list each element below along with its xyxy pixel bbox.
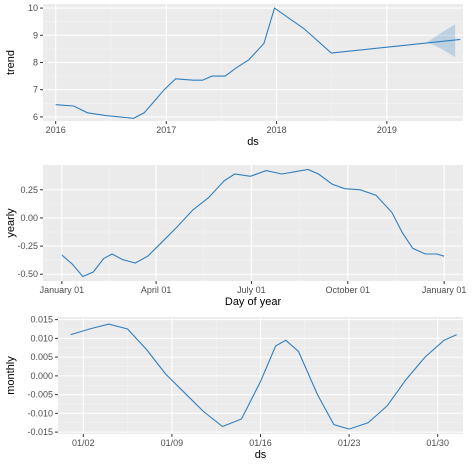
yearly-x-tick-label: July 01	[237, 285, 266, 295]
yearly-panel-background	[43, 165, 463, 281]
trend-y-tick-label: 7	[33, 85, 38, 95]
monthly-y-tick-label: -0.015	[27, 427, 53, 437]
trend-x-tick-label: 2017	[156, 125, 176, 135]
monthly-x-tick-label: 01/23	[338, 438, 361, 448]
yearly-x-tick-label: January 01	[40, 285, 85, 295]
yearly-x-tick-label: October 01	[326, 285, 371, 295]
monthly-series-line	[70, 323, 457, 430]
trend-series-line	[55, 7, 461, 119]
monthly-y-tick-label: 0.000	[30, 371, 53, 381]
yearly-y-tick-label: 0.25	[20, 185, 38, 195]
monthly-y-tick-label: 0.005	[30, 352, 53, 362]
yearly-series-line	[61, 168, 445, 278]
yearly-y-axis-title: yearly	[5, 208, 17, 238]
trend-x-tick-label: 2016	[46, 125, 66, 135]
monthly-x-axis-title: ds	[255, 449, 267, 461]
monthly-y-axis-title: monthly	[5, 356, 17, 395]
trend-y-axis-title: trend	[5, 50, 17, 75]
trend-y-tick-label: 9	[33, 30, 38, 40]
trend-uncertainty-band	[427, 24, 456, 58]
yearly-x-tick-label: April 01	[141, 285, 172, 295]
trend-panel: 2016 2017 2018 2019 6 7 8 9 10 ds trend	[5, 3, 463, 148]
trend-x-axis-title: ds	[247, 136, 259, 148]
yearly-y-tick-label: -0.25	[17, 241, 38, 251]
yearly-x-axis-title: Day of year	[225, 296, 282, 308]
trend-y-tick-label: 8	[33, 58, 38, 68]
trend-x-tick-label: 2018	[267, 125, 287, 135]
monthly-x-tick-label: 01/30	[426, 438, 449, 448]
trend-y-tick-label: 6	[33, 112, 38, 122]
monthly-panel: 01/02 01/09 01/16 01/23 01/30 0.015 0.010 0.005…	[5, 315, 463, 461]
yearly-y-tick-label: -0.50	[17, 269, 38, 279]
monthly-y-tick-label: 0.015	[30, 315, 53, 325]
monthly-y-tick-label: -0.005	[27, 390, 53, 400]
monthly-x-tick-label: 01/09	[161, 438, 184, 448]
yearly-y-tick-label: 0.00	[20, 213, 38, 223]
monthly-y-tick-label: 0.010	[30, 333, 53, 343]
trend-x-tick-label: 2019	[377, 125, 397, 135]
yearly-panel: January 01 April 01 July 01 October 01 Janua…	[5, 165, 466, 308]
trend-y-tick-label: 10	[28, 3, 38, 13]
monthly-x-tick-label: 01/02	[72, 438, 95, 448]
monthly-y-tick-label: -0.010	[27, 408, 53, 418]
yearly-x-tick-label: January 01	[422, 285, 467, 295]
monthly-x-tick-label: 01/16	[249, 438, 272, 448]
